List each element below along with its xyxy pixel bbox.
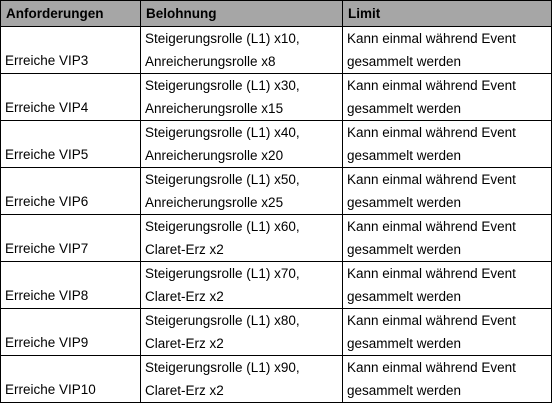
requirement-cell: Erreiche VIP3 [0,26,141,74]
reward-cell: Steigerungsrolle (L1) x80, Claret-Erz x2 [140,308,343,356]
limit-line: Kann einmal während Event [347,78,516,93]
reward-cell: Steigerungsrolle (L1) x30, Anreicherungs… [140,73,343,121]
header-requirements: Anforderungen [0,0,141,27]
requirement-cell: Erreiche VIP8 [0,261,141,309]
limit-cell: Kann einmal während Event gesammelt werd… [342,73,552,121]
reward-line: Anreicherungsrolle x8 [145,54,276,69]
requirement-cell: Erreiche VIP7 [0,214,141,262]
limit-line: Kann einmal während Event [347,313,516,328]
limit-line: gesammelt werden [347,148,462,163]
limit-line: gesammelt werden [347,242,462,257]
table-row: Erreiche VIP9 Steigerungsrolle (L1) x80,… [0,308,552,356]
table-body: Erreiche VIP3 Steigerungsrolle (L1) x10,… [0,26,552,403]
reward-line: Claret-Erz x2 [145,242,224,257]
requirement-cell: Erreiche VIP9 [0,308,141,356]
reward-cell: Steigerungsrolle (L1) x60, Claret-Erz x2 [140,214,343,262]
reward-line: Steigerungsrolle (L1) x10, [145,31,300,46]
limit-cell: Kann einmal während Event gesammelt werd… [342,26,552,74]
table-header: Anforderungen Belohnung Limit [0,0,552,27]
header-row: Anforderungen Belohnung Limit [0,0,552,27]
reward-line: Steigerungsrolle (L1) x40, [145,125,300,140]
limit-line: gesammelt werden [347,54,462,69]
table-row: Erreiche VIP5 Steigerungsrolle (L1) x40,… [0,120,552,168]
limit-line: Kann einmal während Event [347,31,516,46]
table-row: Erreiche VIP8 Steigerungsrolle (L1) x70,… [0,261,552,309]
table-row: Erreiche VIP6 Steigerungsrolle (L1) x50,… [0,167,552,215]
limit-cell: Kann einmal während Event gesammelt werd… [342,261,552,309]
limit-line: Kann einmal während Event [347,219,516,234]
reward-line: Anreicherungsrolle x25 [145,195,284,210]
reward-line: Claret-Erz x2 [145,383,224,398]
header-limit: Limit [342,0,552,27]
requirement-cell: Erreiche VIP6 [0,167,141,215]
table-row: Erreiche VIP7 Steigerungsrolle (L1) x60,… [0,214,552,262]
requirement-cell: Erreiche VIP5 [0,120,141,168]
limit-line: gesammelt werden [347,289,462,304]
requirement-cell: Erreiche VIP4 [0,73,141,121]
limit-line: gesammelt werden [347,195,462,210]
limit-cell: Kann einmal während Event gesammelt werd… [342,355,552,403]
reward-line: Claret-Erz x2 [145,336,224,351]
reward-line: Anreicherungsrolle x15 [145,101,284,116]
limit-cell: Kann einmal während Event gesammelt werd… [342,214,552,262]
reward-line: Steigerungsrolle (L1) x50, [145,172,300,187]
limit-line: Kann einmal während Event [347,125,516,140]
reward-line: Steigerungsrolle (L1) x90, [145,360,300,375]
limit-cell: Kann einmal während Event gesammelt werd… [342,308,552,356]
reward-cell: Steigerungsrolle (L1) x90, Claret-Erz x2 [140,355,343,403]
table-row: Erreiche VIP4 Steigerungsrolle (L1) x30,… [0,73,552,121]
limit-line: gesammelt werden [347,336,462,351]
limit-line: gesammelt werden [347,101,462,116]
reward-cell: Steigerungsrolle (L1) x50, Anreicherungs… [140,167,343,215]
table-row: Erreiche VIP3 Steigerungsrolle (L1) x10,… [0,26,552,74]
reward-line: Steigerungsrolle (L1) x60, [145,219,300,234]
limit-line: Kann einmal während Event [347,172,516,187]
limit-line: gesammelt werden [347,383,462,398]
reward-line: Anreicherungsrolle x20 [145,148,284,163]
header-reward: Belohnung [140,0,343,27]
reward-cell: Steigerungsrolle (L1) x40, Anreicherungs… [140,120,343,168]
reward-cell: Steigerungsrolle (L1) x70, Claret-Erz x2 [140,261,343,309]
reward-cell: Steigerungsrolle (L1) x10, Anreicherungs… [140,26,343,74]
limit-cell: Kann einmal während Event gesammelt werd… [342,167,552,215]
reward-line: Steigerungsrolle (L1) x30, [145,78,300,93]
reward-line: Steigerungsrolle (L1) x80, [145,313,300,328]
table-row: Erreiche VIP10 Steigerungsrolle (L1) x90… [0,355,552,403]
limit-line: Kann einmal während Event [347,360,516,375]
reward-line: Steigerungsrolle (L1) x70, [145,266,300,281]
reward-line: Claret-Erz x2 [145,289,224,304]
limit-line: Kann einmal während Event [347,266,516,281]
requirement-cell: Erreiche VIP10 [0,355,141,403]
limit-cell: Kann einmal während Event gesammelt werd… [342,120,552,168]
